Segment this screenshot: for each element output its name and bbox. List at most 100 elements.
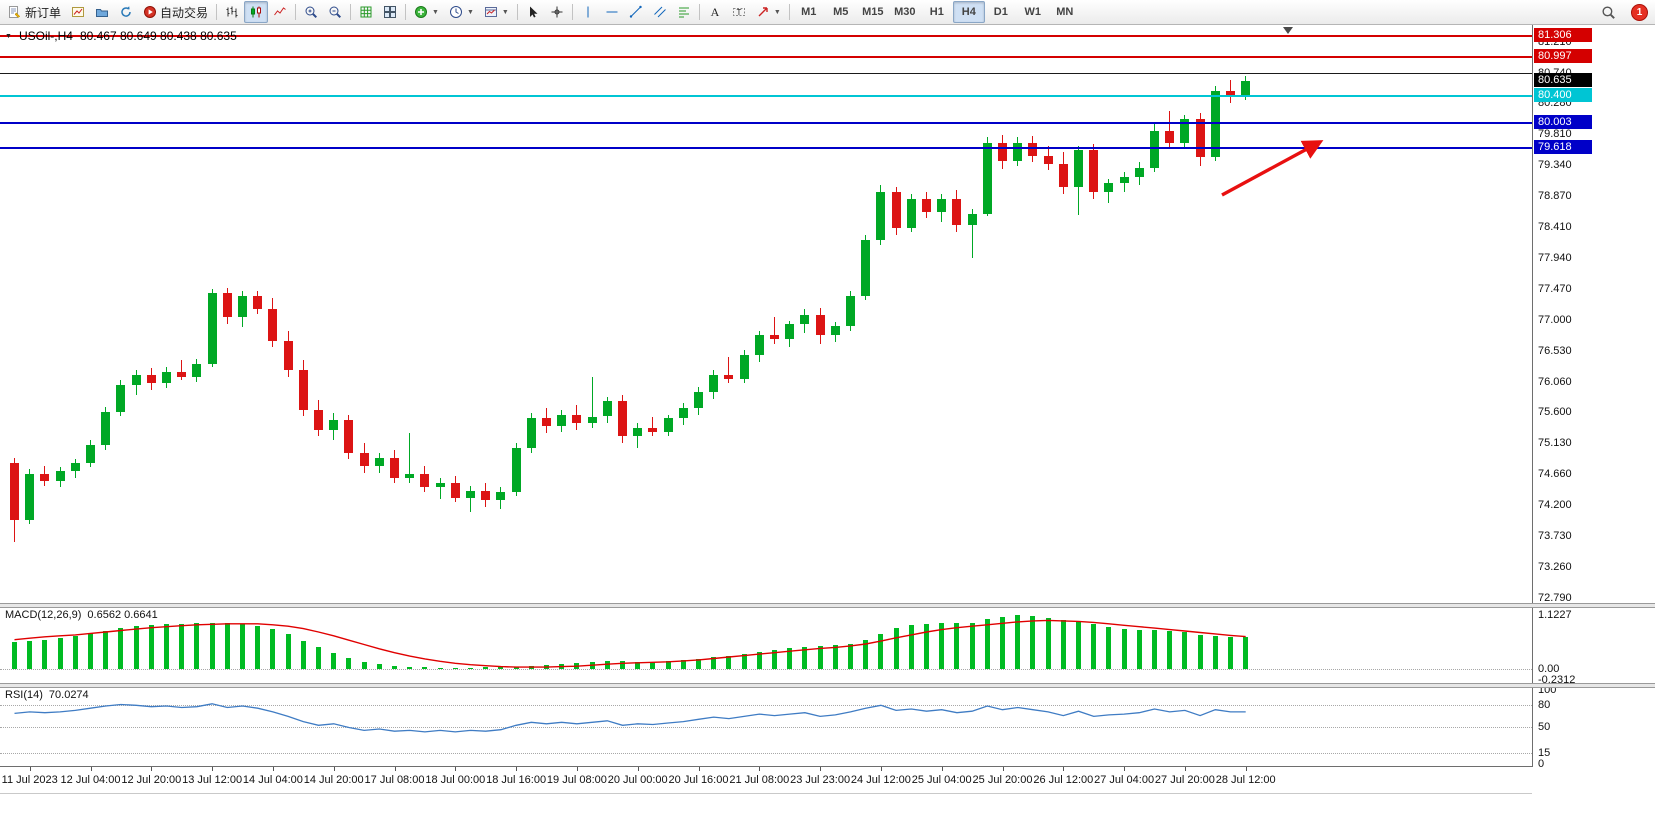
- candle: [253, 295, 263, 309]
- macd-histogram-bar: [452, 667, 458, 669]
- indicators-button[interactable]: ▼: [409, 1, 444, 23]
- timeframe-m1-button[interactable]: M1: [801, 6, 817, 18]
- price-axis-label: 73.730: [1538, 529, 1572, 542]
- candle: [466, 491, 475, 498]
- chart-dropdown-icon[interactable]: ▼: [5, 32, 12, 40]
- candle: [435, 482, 445, 488]
- candle-wick: [591, 376, 593, 428]
- text-button[interactable]: A: [703, 1, 727, 23]
- time-axis-label: 19 Jul 08:00: [546, 774, 607, 786]
- candle: [1058, 163, 1068, 188]
- dropdown-caret-icon: ▼: [773, 8, 781, 16]
- arrows-button[interactable]: ▼: [751, 1, 786, 23]
- candle: [481, 491, 491, 501]
- timeframe-m15-button[interactable]: M15: [862, 6, 884, 18]
- timeframe-mn-button[interactable]: MN: [1056, 6, 1074, 18]
- time-axis-tick: [820, 767, 822, 771]
- price-axis-label: 74.200: [1538, 498, 1572, 511]
- chart-shift-marker-icon[interactable]: [1283, 27, 1293, 34]
- refresh-icon: [121, 6, 131, 17]
- candle: [1180, 119, 1190, 143]
- notification-badge[interactable]: 1: [1631, 3, 1648, 21]
- rsi-axis-label: 50: [1538, 720, 1551, 733]
- horizontal-line-81.306[interactable]: [0, 35, 1532, 38]
- bar-chart-type-button[interactable]: [220, 1, 244, 23]
- profiles-button[interactable]: [90, 1, 114, 23]
- crosshair-button[interactable]: [545, 1, 569, 23]
- time-axis-tick: [394, 767, 396, 771]
- candle: [40, 473, 50, 481]
- macd-plot[interactable]: MACD(12,26,9) 0.6562 0.6641: [0, 606, 1532, 683]
- candle: [694, 392, 703, 408]
- trendline-button[interactable]: [624, 1, 648, 23]
- time-axis-tick: [516, 767, 518, 771]
- horizontal-line-80.003[interactable]: [0, 121, 1532, 124]
- tile-windows-button[interactable]: [378, 1, 402, 23]
- candle: [830, 326, 840, 336]
- chart-title: ▼ USOil-,H4 80.467 80.649 80.438 80.635: [5, 29, 237, 43]
- horizontal-line-79.618[interactable]: [0, 146, 1532, 149]
- candle: [329, 419, 339, 430]
- macd-histogram-bar: [240, 623, 245, 669]
- macd-histogram-bar: [1167, 631, 1173, 669]
- new-order-button[interactable]: 新订单: [3, 1, 66, 23]
- timeframe-d1-button[interactable]: D1: [993, 6, 1008, 18]
- fibonacci-button[interactable]: [672, 1, 696, 23]
- macd-histogram-bar: [1000, 616, 1005, 669]
- candle: [557, 414, 567, 427]
- channel-button[interactable]: [648, 1, 672, 23]
- refresh-button[interactable]: [114, 1, 138, 23]
- panel-splitter[interactable]: [0, 603, 1655, 608]
- macd-histogram-bar: [285, 633, 291, 669]
- time-axis-label: 12 Jul 04:00: [60, 774, 121, 786]
- time-axis-tick: [1245, 767, 1247, 771]
- candle: [450, 482, 460, 498]
- price-axis[interactable]: 81.21080.74080.28079.81079.34078.87078.4…: [1532, 24, 1655, 770]
- candle: [298, 370, 308, 410]
- time-axis-label: 13 Jul 12:00: [182, 774, 243, 786]
- autotrading-button[interactable]: 自动交易: [138, 1, 213, 23]
- candle: [222, 293, 232, 318]
- timeframe-h1-button[interactable]: H1: [929, 6, 944, 18]
- rsi-level-80: [0, 704, 1532, 706]
- vertical-line-button[interactable]: [576, 1, 600, 23]
- candle: [724, 374, 734, 379]
- candle: [238, 295, 247, 318]
- candle: [359, 452, 369, 467]
- horizontal-line-80.75[interactable]: [0, 72, 1532, 74]
- cursor-button[interactable]: [521, 1, 545, 23]
- zoom-out-button[interactable]: [323, 1, 347, 23]
- main-plot[interactable]: ▼ USOil-,H4 80.467 80.649 80.438 80.635: [0, 24, 1532, 604]
- timeframe-m30-button[interactable]: M30: [894, 6, 916, 18]
- new-chart-button[interactable]: [66, 1, 90, 23]
- time-axis[interactable]: 11 Jul 2023 12 Jul 04:00 12 Jul 20:00 13 Ju…: [0, 766, 1532, 794]
- timeframe-h4-button[interactable]: H4: [952, 1, 985, 23]
- templates-button[interactable]: ▼: [479, 1, 514, 23]
- macd-histogram-bar: [848, 643, 853, 669]
- periods-button[interactable]: ▼: [444, 1, 479, 23]
- candle-wick: [1169, 110, 1171, 150]
- macd-signal-line: [14, 619, 1246, 668]
- grid-button[interactable]: [354, 1, 378, 23]
- search-button[interactable]: [1596, 1, 1621, 23]
- macd-histogram-bar: [255, 625, 261, 669]
- candle: [846, 295, 855, 327]
- timeframe-w1-button[interactable]: W1: [1024, 6, 1042, 18]
- horizontal-line-button[interactable]: [600, 1, 624, 23]
- rsi-plot[interactable]: RSI(14) 70.0274: [0, 686, 1532, 766]
- price-axis-label: 76.060: [1538, 375, 1572, 388]
- zoom-in-button[interactable]: [299, 1, 323, 23]
- line-chart-type-button[interactable]: [268, 1, 292, 23]
- horizontal-line-80.4[interactable]: [0, 95, 1532, 98]
- horizontal-line-80.997[interactable]: [0, 55, 1532, 58]
- toolbar: 新订单 自动交易 ▼ ▼ ▼: [0, 0, 1655, 25]
- time-axis-tick: [698, 767, 700, 771]
- candle: [146, 374, 156, 384]
- candlestick-type-button[interactable]: [244, 1, 269, 23]
- candle: [998, 142, 1007, 161]
- panel-splitter[interactable]: [0, 683, 1655, 688]
- label-button[interactable]: T: [727, 1, 751, 23]
- timeframe-m5-button[interactable]: M5: [833, 6, 849, 18]
- price-axis-label: 77.940: [1538, 251, 1572, 264]
- candle: [374, 458, 384, 467]
